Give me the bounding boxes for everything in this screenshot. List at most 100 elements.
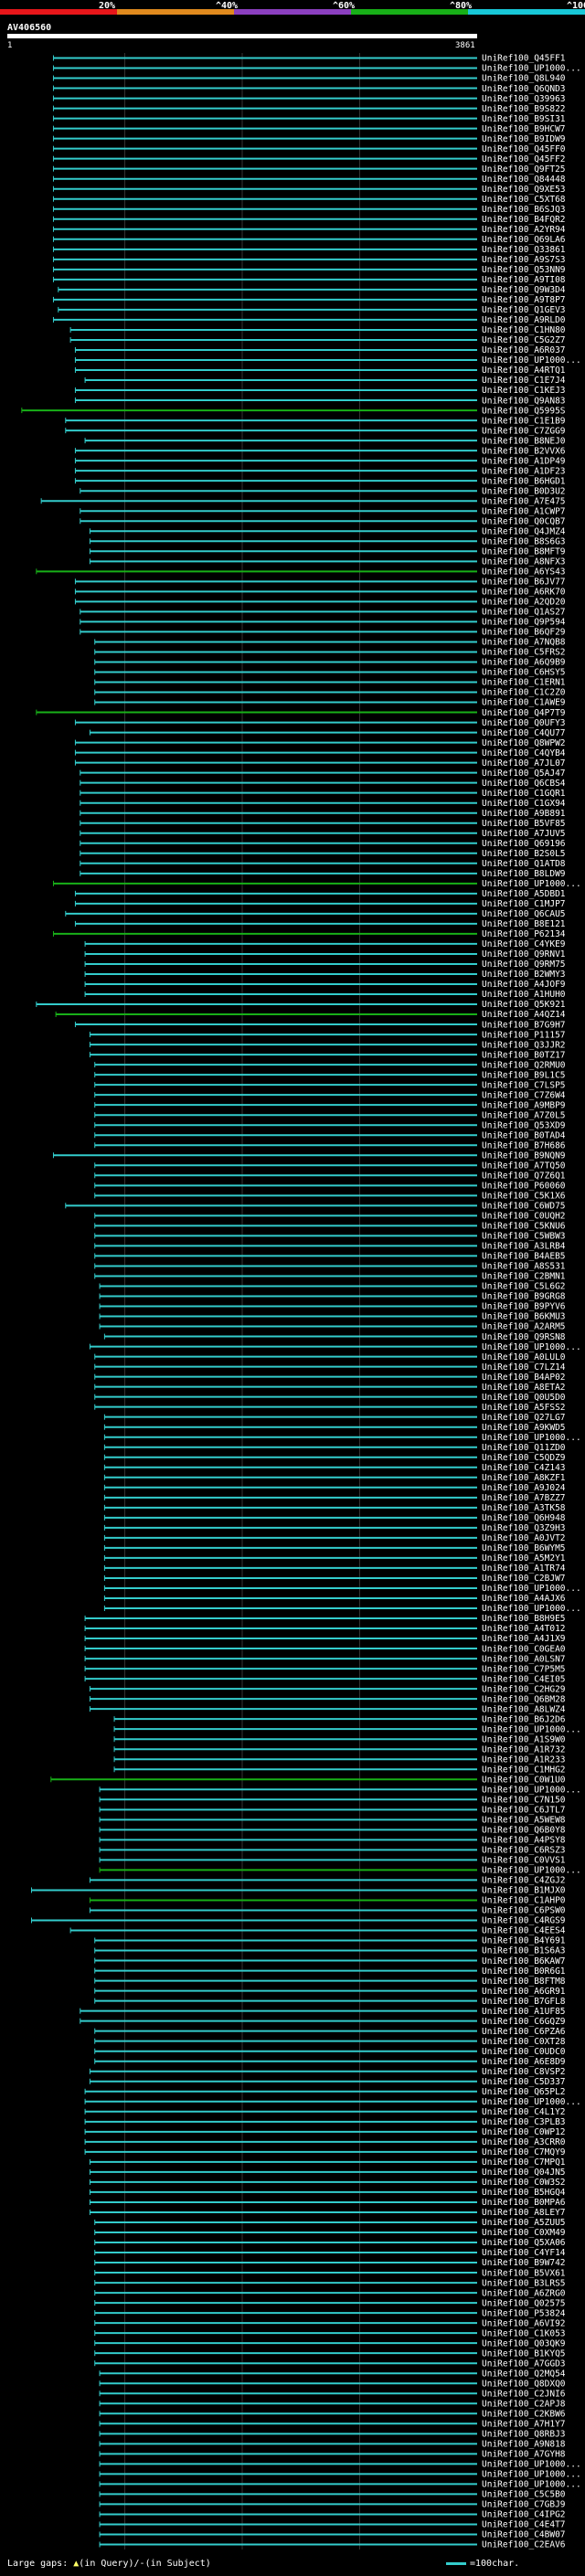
hit-label[interactable]: UniRef100_Q7Z6Q1 [482,1171,566,1181]
hit-label[interactable]: UniRef100_Q27LG7 [482,1413,566,1423]
hit-label[interactable]: UniRef100_C5FRS2 [482,648,566,658]
hit-label[interactable]: UniRef100_C3PLB3 [482,2117,566,2127]
hit-label[interactable]: UniRef100_C6RSZ3 [482,1846,566,1856]
hit-label[interactable]: UniRef100_B0MPA6 [482,2198,566,2208]
hit-label[interactable]: UniRef100_Q5995S [482,406,566,416]
hit-label[interactable]: UniRef100_B4AEB5 [482,1252,566,1262]
hit-label[interactable]: UniRef100_UP1000... [482,879,581,889]
hit-label[interactable]: UniRef100_A6Q9B9 [482,658,566,668]
hit-label[interactable]: UniRef100_C7LSP5 [482,1080,566,1090]
hit-label[interactable]: UniRef100_C7Z6W4 [482,1090,566,1100]
hit-label[interactable]: UniRef100_A4T012 [482,1624,566,1634]
hit-label[interactable]: UniRef100_A5WEW8 [482,1816,566,1826]
hit-label[interactable]: UniRef100_A9B891 [482,809,566,819]
hit-label[interactable]: UniRef100_Q6QND3 [482,84,566,94]
hit-label[interactable]: UniRef100_C1MJP7 [482,899,566,909]
hit-label[interactable]: UniRef100_C1MHG2 [482,1765,566,1775]
hit-label[interactable]: UniRef100_B9NQN9 [482,1150,566,1161]
hit-label[interactable]: UniRef100_C1E7J4 [482,376,566,386]
hit-label[interactable]: UniRef100_Q9RM75 [482,959,566,970]
hit-label[interactable]: UniRef100_C7N150 [482,1795,566,1805]
hit-label[interactable]: UniRef100_Q5AJ47 [482,769,566,779]
hit-label[interactable]: UniRef100_C1ERN1 [482,678,566,688]
hit-label[interactable]: UniRef100_C5D337 [482,2077,566,2087]
hit-label[interactable]: UniRef100_A1TR74 [482,1564,566,1574]
hit-label[interactable]: UniRef100_Q5K921 [482,1000,566,1010]
hit-label[interactable]: UniRef100_A6YS43 [482,567,566,578]
hit-label[interactable]: UniRef100_UP1000... [482,2480,581,2490]
hit-label[interactable]: UniRef100_A8LEY7 [482,2208,566,2218]
hit-label[interactable]: UniRef100_Q65PL2 [482,2087,566,2097]
hit-label[interactable]: UniRef100_A3LRB4 [482,1242,566,1252]
hit-label[interactable]: UniRef100_C2KBW6 [482,2409,566,2419]
hit-label[interactable]: UniRef100_A6E8D9 [482,2057,566,2067]
hit-label[interactable]: UniRef100_C2EAV6 [482,2540,566,2550]
hit-label[interactable]: UniRef100_Q9FT25 [482,164,566,175]
hit-label[interactable]: UniRef100_Q6CAU5 [482,909,566,919]
hit-label[interactable]: UniRef100_B6KAW7 [482,1956,566,1966]
hit-label[interactable]: UniRef100_B8LDW9 [482,869,566,879]
hit-label[interactable]: UniRef100_UP1000... [482,1433,581,1443]
hit-label[interactable]: UniRef100_B4AP02 [482,1373,566,1383]
hit-label[interactable]: UniRef100_Q5XA06 [482,2238,566,2248]
hit-label[interactable]: UniRef100_C5K1X6 [482,1192,566,1202]
hit-label[interactable]: UniRef100_A3CRR0 [482,2137,566,2147]
hit-label[interactable]: UniRef100_A1DF23 [482,466,566,476]
hit-label[interactable]: UniRef100_C4EES4 [482,1926,566,1936]
hit-label[interactable]: UniRef100_B9IDW9 [482,134,566,144]
hit-label[interactable]: UniRef100_B6HGD1 [482,476,566,486]
hit-label[interactable]: UniRef100_B9W742 [482,2258,566,2268]
hit-label[interactable]: UniRef100_C5L6G2 [482,1282,566,1292]
hit-label[interactable]: UniRef100_B4FQR2 [482,215,566,225]
hit-label[interactable]: UniRef100_C4BW07 [482,2530,566,2540]
hit-label[interactable]: UniRef100_B9GRG8 [482,1292,566,1302]
hit-label[interactable]: UniRef100_A9TI08 [482,275,566,285]
hit-label[interactable]: UniRef100_UP1000... [482,2097,581,2107]
hit-label[interactable]: UniRef100_C5C5B0 [482,2490,566,2500]
hit-label[interactable]: UniRef100_A8KZF1 [482,1473,566,1483]
hit-label[interactable]: UniRef100_Q9P594 [482,618,566,628]
hit-label[interactable]: UniRef100_C6JTL7 [482,1806,566,1816]
hit-label[interactable]: UniRef100_C4E4T7 [482,2520,566,2530]
hit-label[interactable]: UniRef100_A7JUV5 [482,829,566,839]
hit-label[interactable]: UniRef100_B8H9E5 [482,1614,566,1624]
hit-label[interactable]: UniRef100_UP1000... [482,64,581,74]
hit-label[interactable]: UniRef100_A1R233 [482,1754,566,1765]
hit-label[interactable]: UniRef100_A4AJX6 [482,1594,566,1604]
hit-label[interactable]: UniRef100_A7GYH8 [482,2450,566,2460]
hit-label[interactable]: UniRef100_Q69LA6 [482,235,566,245]
hit-label[interactable]: UniRef100_A2YR94 [482,225,566,235]
hit-label[interactable]: UniRef100_C2HG29 [482,1684,566,1694]
hit-label[interactable]: UniRef100_Q6CBS4 [482,779,566,789]
hit-label[interactable]: UniRef100_Q39963 [482,94,566,104]
hit-label[interactable]: UniRef100_A9J024 [482,1483,566,1493]
hit-label[interactable]: UniRef100_C4QYB4 [482,748,566,758]
hit-label[interactable]: UniRef100_Q9RNV1 [482,949,566,959]
hit-label[interactable]: UniRef100_C0UQH2 [482,1212,566,1222]
hit-label[interactable]: UniRef100_Q11ZD0 [482,1443,566,1453]
hit-label[interactable]: UniRef100_A1R732 [482,1744,566,1754]
hit-label[interactable]: UniRef100_C7MQY9 [482,2147,566,2157]
hit-label[interactable]: UniRef100_Q45FF1 [482,54,566,64]
hit-label[interactable]: UniRef100_Q45FF0 [482,144,566,154]
hit-label[interactable]: UniRef100_Q4P7T9 [482,708,566,718]
hit-label[interactable]: UniRef100_C4IPG2 [482,2510,566,2520]
hit-label[interactable]: UniRef100_A7Z0L5 [482,1110,566,1120]
hit-label[interactable]: UniRef100_B9PYV6 [482,1302,566,1312]
hit-label[interactable]: UniRef100_B2WMY3 [482,970,566,980]
hit-label[interactable]: UniRef100_UP1000... [482,1866,581,1876]
hit-label[interactable]: UniRef100_C8VSP2 [482,2067,566,2077]
hit-label[interactable]: UniRef100_Q8RBJ3 [482,2430,566,2440]
hit-label[interactable]: UniRef100_A9T8P7 [482,295,566,305]
hit-label[interactable]: UniRef100_C6GQZ9 [482,2017,566,2027]
hit-label[interactable]: UniRef100_Q1AS27 [482,608,566,618]
hit-label[interactable]: UniRef100_Q8WPW2 [482,738,566,748]
hit-label[interactable]: UniRef100_B7GFL8 [482,1997,566,2007]
hit-label[interactable]: UniRef100_C1GX94 [482,799,566,809]
hit-label[interactable]: UniRef100_B8FTM8 [482,1977,566,1987]
hit-label[interactable]: UniRef100_C5QDZ9 [482,1453,566,1463]
hit-label[interactable]: UniRef100_A7NQB8 [482,638,566,648]
hit-label[interactable]: UniRef100_C0GEA0 [482,1644,566,1654]
hit-label[interactable]: UniRef100_B1MJX0 [482,1886,566,1896]
hit-label[interactable]: UniRef100_A6R037 [482,345,566,355]
